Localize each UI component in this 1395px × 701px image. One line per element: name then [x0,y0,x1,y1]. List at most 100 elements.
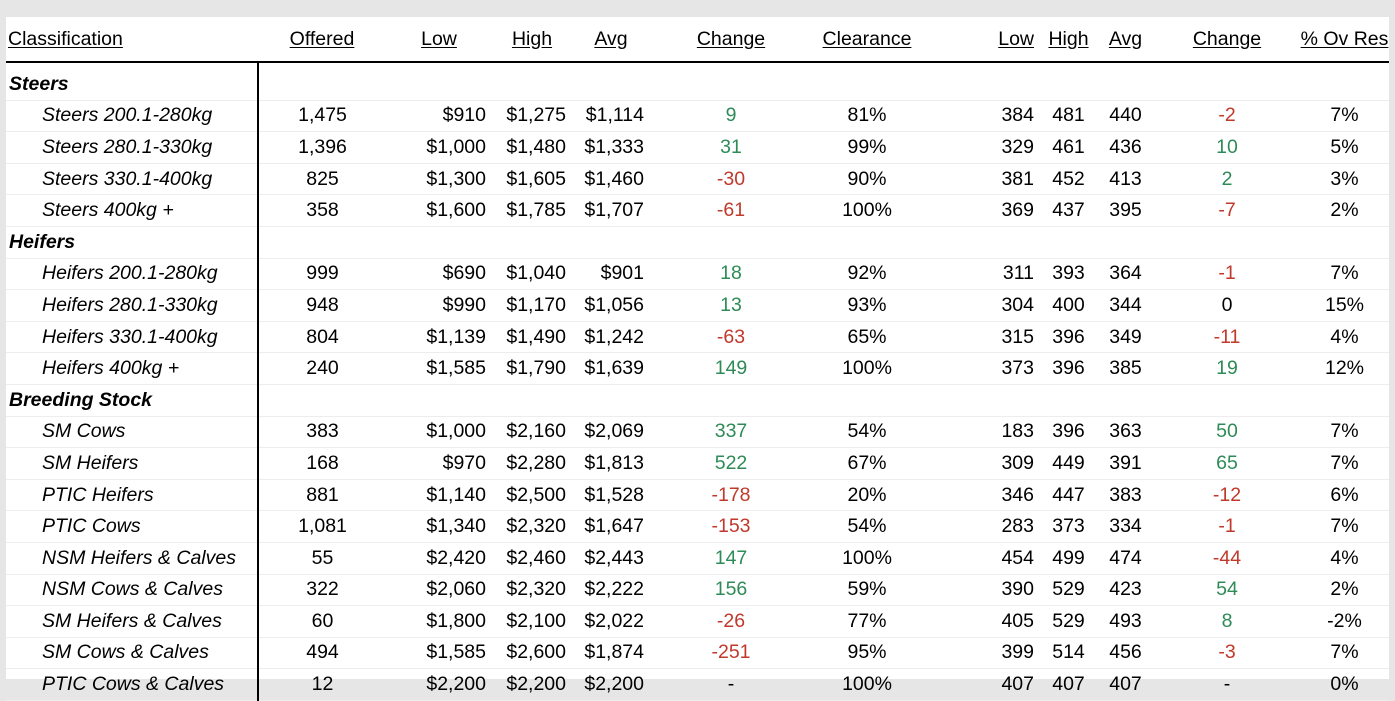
group-row: Steers [6,69,1389,101]
change-cell: 9 [725,104,737,127]
change-cell: -251 [711,641,751,664]
offered-cell: 1,475 [298,104,347,127]
header-ov-res: % Ov Res [1300,17,1389,63]
change-cents-cell: 65 [1216,451,1238,474]
high-cents-cell: 393 [1052,262,1085,285]
change-cell: 31 [720,135,742,158]
low-price-cell: $970 [442,451,486,474]
avg-cents-cell: 385 [1109,357,1142,380]
low-cents-cell: 309 [1001,451,1034,474]
change-cell: -153 [711,515,751,538]
change-cents-cell: 19 [1216,357,1238,380]
header-high-cents: High [1040,17,1097,63]
change-cell: -178 [711,483,751,506]
high-cents-cell: 461 [1052,135,1085,158]
high-price-cell: $1,490 [506,325,566,348]
low-price-cell: $1,340 [426,515,486,538]
ov-res-cell: 0% [1330,673,1359,696]
table-row: Heifers 200.1-280kg 999 $690 $1,040 $901 18 92… [6,258,1389,290]
cattle-sale-table: Classification Offered Low High Avg Chan… [6,17,1389,701]
change-cents-cell: -2 [1218,104,1236,127]
offered-cell: 881 [306,483,339,506]
high-cents-cell: 373 [1052,515,1085,538]
avg-cents-cell: 436 [1109,135,1142,158]
high-cents-cell: 400 [1052,293,1085,316]
change-cell: - [727,673,735,696]
offered-cell: 825 [306,167,339,190]
change-cents-cell: 8 [1221,609,1233,632]
clearance-cell: 77% [847,609,887,632]
clearance-cell: 100% [842,199,892,222]
table-row: NSM Cows & Calves 322 $2,060 $2,320 $2,222 15… [6,574,1389,606]
clearance-cell: 81% [847,104,887,127]
table-body: Steers Steers 200.1-280kg 1,475 $910 $1,275 $… [6,69,1389,701]
offered-cell: 12 [311,673,334,696]
header-row: Classification Offered Low High Avg Chan… [6,17,1389,63]
low-cents-cell: 384 [1001,104,1034,127]
classification-cell: Heifers 200.1-280kg [6,258,259,290]
table-row: PTIC Cows & Calves 12 $2,200 $2,200 $2,200 - 1… [6,668,1389,701]
header-high: High [492,17,572,63]
high-price-cell: $1,040 [506,262,566,285]
low-price-cell: $1,000 [426,135,486,158]
high-price-cell: $2,100 [506,609,566,632]
change-cell: 156 [714,578,748,601]
table-row: PTIC Heifers 881 $1,140 $2,500 $1,528 -178 20%… [6,479,1389,511]
offered-cell: 55 [311,546,334,569]
group-title: Breeding Stock [6,384,259,417]
offered-cell: 1,081 [298,515,347,538]
clearance-cell: 100% [842,546,892,569]
clearance-cell: 90% [847,167,887,190]
low-cents-cell: 369 [1001,199,1034,222]
clearance-cell: 100% [842,673,892,696]
ov-res-cell: 12% [1324,357,1365,380]
high-price-cell: $2,500 [506,483,566,506]
avg-price-cell: $1,114 [585,104,644,127]
change-cents-cell: -1 [1218,515,1236,538]
avg-cents-cell: 344 [1109,293,1142,316]
change-cell: -30 [716,167,746,190]
avg-price-cell: $1,874 [584,641,644,664]
table-row: Steers 330.1-400kg 825 $1,300 $1,605 $1,460 -… [6,163,1389,195]
low-price-cell: $1,585 [426,641,486,664]
clearance-cell: 67% [847,451,887,474]
ov-res-cell: 7% [1330,262,1359,285]
classification-cell: Steers 330.1-400kg [6,163,259,195]
header-avg: Avg [572,17,650,63]
ov-res-cell: 4% [1330,325,1359,348]
offered-cell: 999 [306,262,339,285]
header-clearance: Clearance [812,17,922,63]
change-cell: 149 [714,357,748,380]
ov-res-cell: -2% [1327,609,1362,632]
avg-cents-cell: 493 [1109,609,1142,632]
low-price-cell: $1,139 [426,325,486,348]
table-row: SM Heifers 168 $970 $2,280 $1,813 522 67% 309 44… [6,447,1389,480]
avg-price-cell: $1,813 [584,451,644,474]
change-cents-cell: -3 [1218,641,1236,664]
ov-res-cell: 4% [1330,546,1359,569]
change-cents-cell: -1 [1218,262,1236,285]
clearance-cell: 54% [847,420,887,443]
table-row: Steers 200.1-280kg 1,475 $910 $1,275 $1,114 9… [6,100,1389,132]
avg-price-cell: $901 [600,262,644,285]
ov-res-cell: 7% [1330,451,1359,474]
high-price-cell: $2,460 [506,546,566,569]
low-cents-cell: 454 [1001,546,1034,569]
market-report-sheet: Classification Offered Low High Avg Chan… [6,17,1389,701]
high-price-cell: $2,600 [506,641,566,664]
high-cents-cell: 396 [1052,357,1085,380]
ov-res-cell: 7% [1330,420,1359,443]
classification-cell: Steers 280.1-330kg [6,131,259,164]
avg-price-cell: $1,528 [584,483,644,506]
avg-cents-cell: 363 [1109,420,1142,443]
group-row: Breeding Stock [6,384,1389,417]
header-classification: Classification [6,17,258,63]
classification-cell: PTIC Cows & Calves [6,668,259,701]
classification-cell: NSM Heifers & Calves [6,542,259,574]
clearance-cell: 65% [847,325,887,348]
classification-cell: PTIC Cows [6,510,259,543]
high-cents-cell: 499 [1052,546,1085,569]
ov-res-cell: 15% [1324,293,1365,316]
change-cell: 337 [714,420,748,443]
avg-price-cell: $1,333 [584,135,644,158]
